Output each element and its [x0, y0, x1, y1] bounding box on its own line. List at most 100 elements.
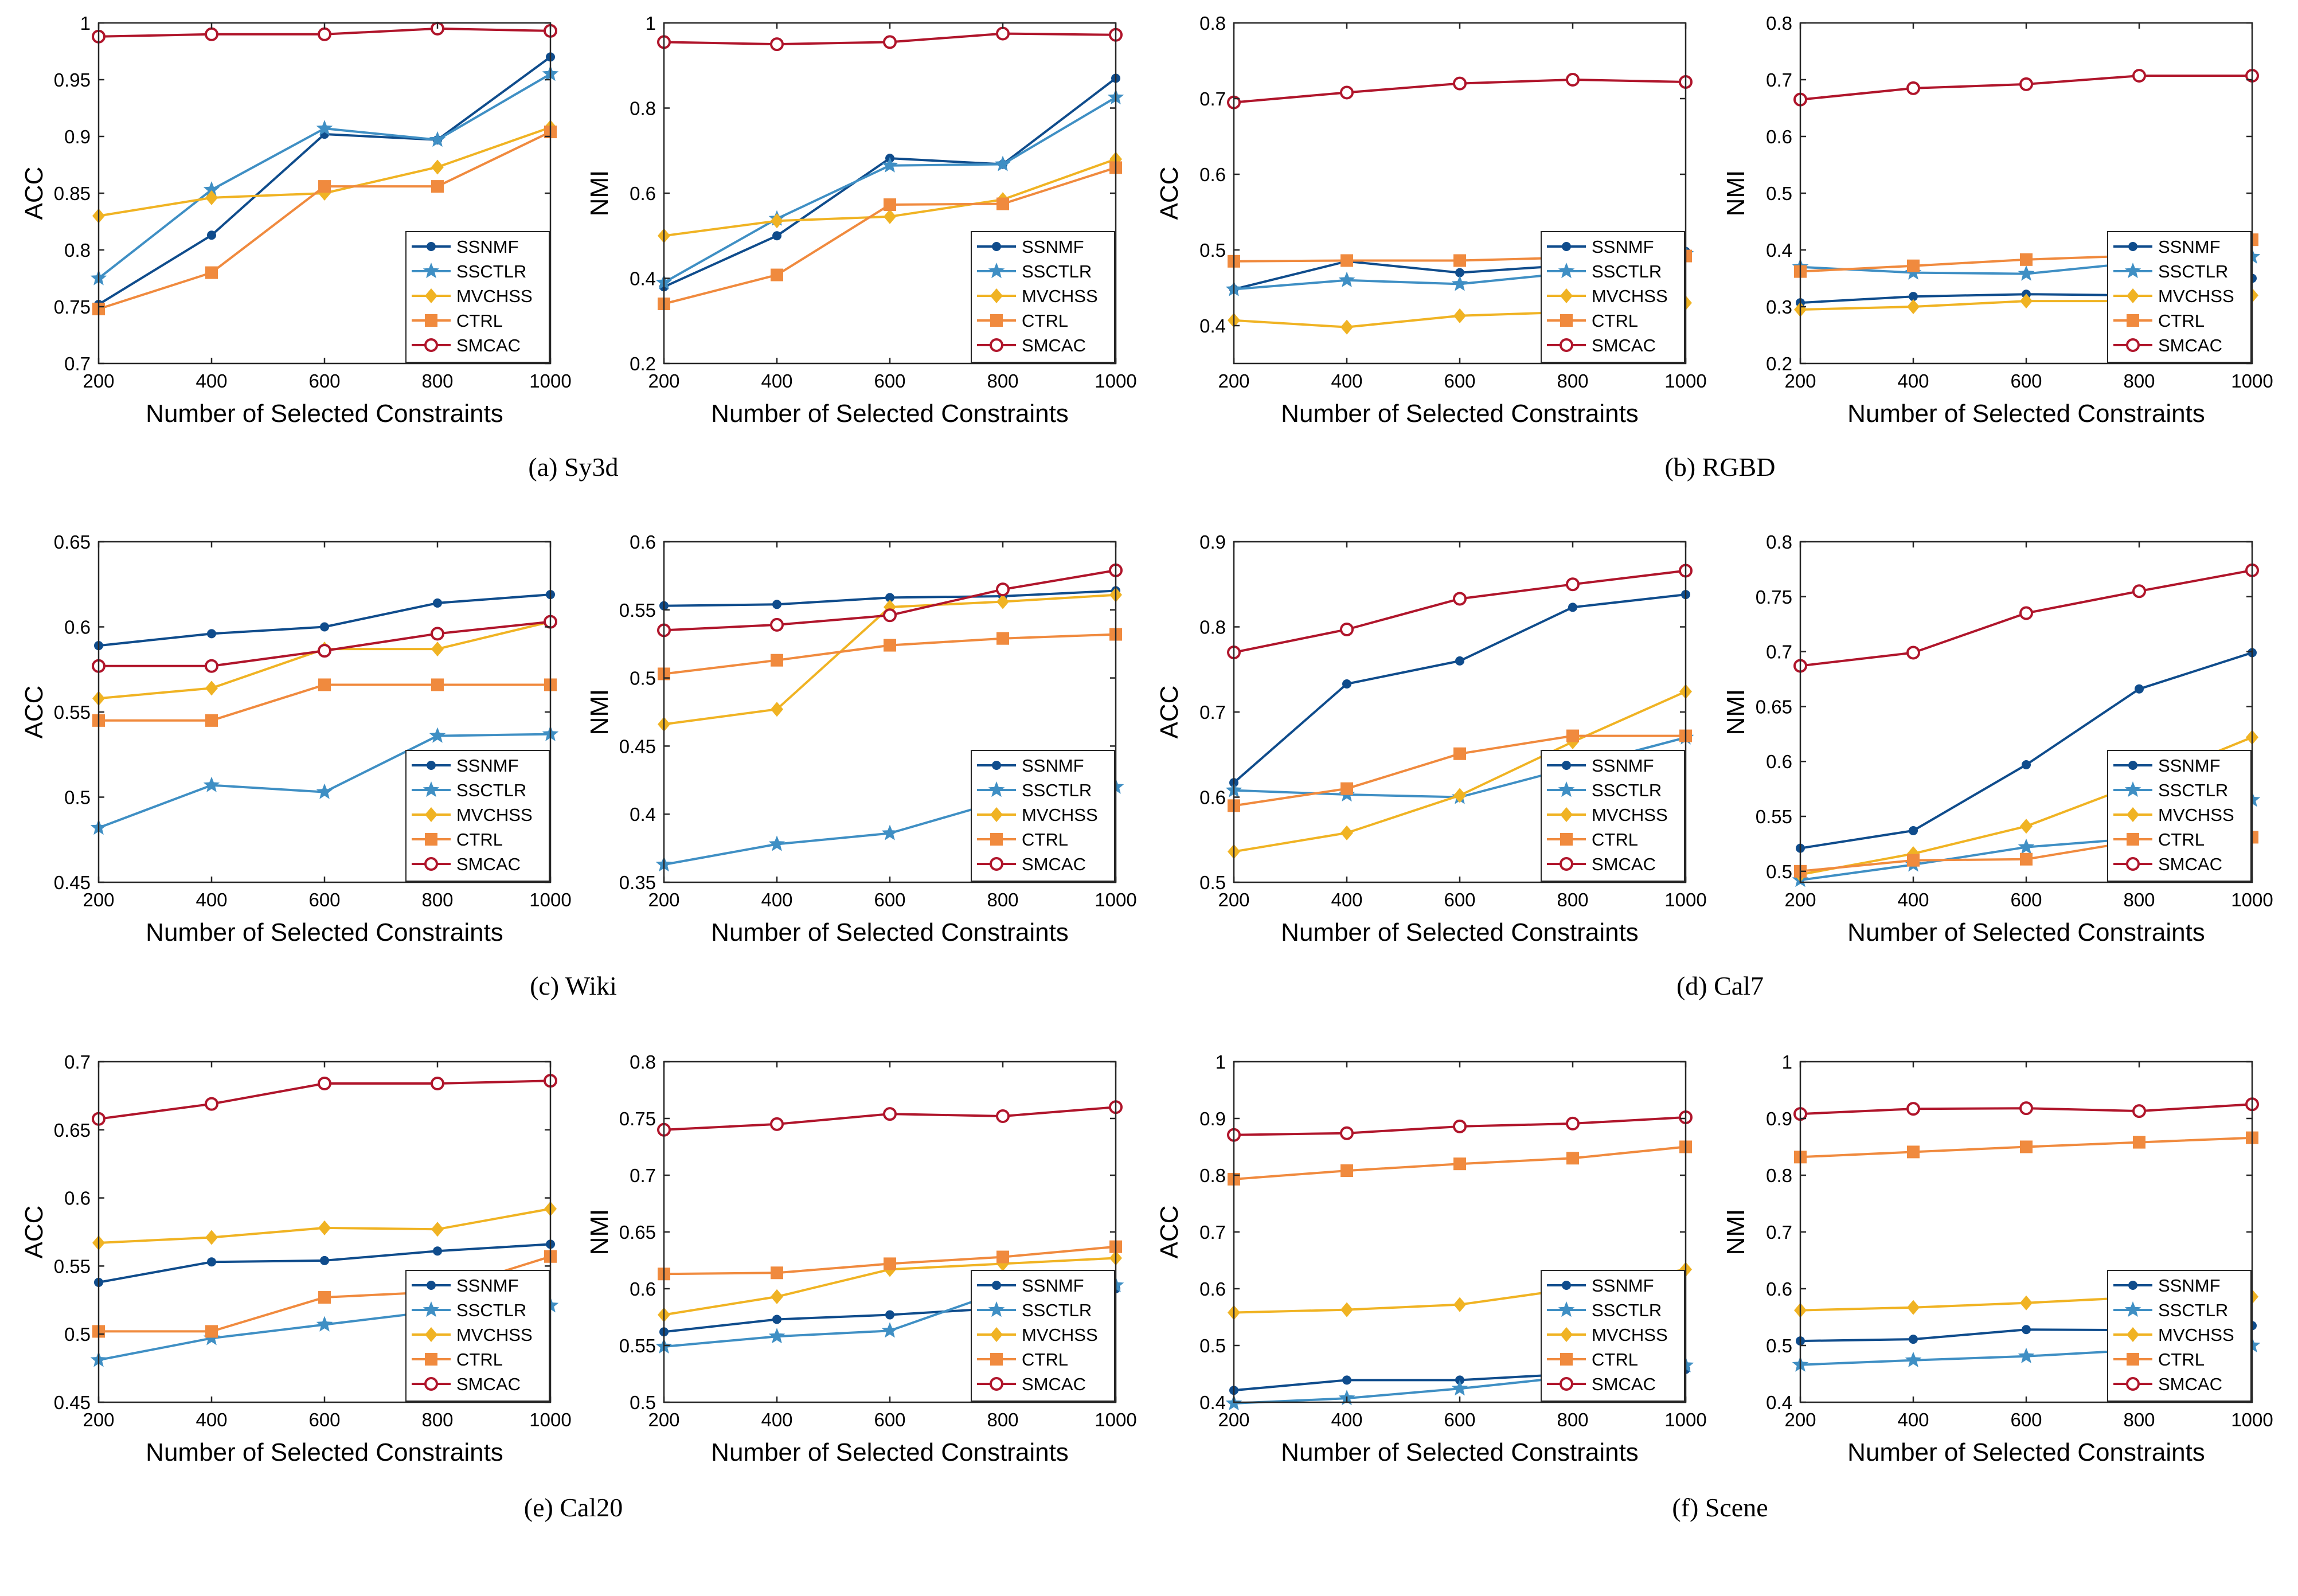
legend-label-mvchss: MVCHSS — [1022, 1325, 1098, 1345]
legend-marker-ssnmf — [1562, 1281, 1571, 1290]
legend-label-ssnmf: SSNMF — [2158, 756, 2221, 776]
data-point-ctrl — [1453, 254, 1466, 267]
y-tick-label: 0.9 — [1766, 1108, 1792, 1129]
data-point-mvchss — [1453, 308, 1466, 323]
legend-label-ssnmf: SSNMF — [456, 237, 519, 257]
y-axis-label: ACC — [1155, 686, 1183, 739]
data-point-mvchss — [205, 1230, 218, 1245]
x-tick-label: 200 — [1784, 889, 1816, 910]
x-tick-label: 800 — [421, 1409, 453, 1430]
y-tick-label: 0.5 — [1199, 1335, 1226, 1356]
x-tick-label: 400 — [1331, 889, 1362, 910]
x-tick-label: 800 — [421, 370, 453, 392]
series-group — [655, 563, 1124, 872]
legend-marker-mvchss — [1560, 288, 1573, 303]
x-tick-label: 600 — [874, 1409, 905, 1430]
x-tick-label: 600 — [308, 1409, 340, 1430]
series-line-mvchss — [98, 126, 551, 217]
data-point-ctrl — [318, 678, 331, 691]
legend-label-mvchss: MVCHSS — [456, 1325, 533, 1345]
legend-label-mvchss: MVCHSS — [1022, 286, 1098, 306]
y-tick-label: 1 — [1216, 1051, 1226, 1073]
legend: SSNMF SSCTLR MVCHSS CTRL SMCAC — [2107, 750, 2252, 882]
data-point-ctrl — [884, 1257, 896, 1270]
legend-marker-mvchss — [425, 1327, 437, 1342]
legend-label-ssctlr: SSCTLR — [2158, 780, 2228, 800]
data-point-smcac — [2019, 1101, 2033, 1116]
data-point-ctrl — [884, 198, 896, 212]
data-point-ctrl — [1566, 1152, 1579, 1165]
legend-label-mvchss: MVCHSS — [1592, 1325, 1668, 1345]
x-tick-label: 200 — [1218, 1409, 1249, 1430]
y-tick-label: 0.8 — [1766, 13, 1792, 34]
data-point-smcac — [318, 27, 331, 41]
data-point-mvchss — [1340, 1302, 1353, 1317]
legend-label-mvchss: MVCHSS — [456, 286, 533, 306]
y-tick-label: 0.5 — [1766, 861, 1792, 882]
legend-marker-mvchss — [1560, 1327, 1573, 1342]
legend-marker-smcac — [1560, 857, 1573, 871]
legend-label-ctrl: CTRL — [1022, 311, 1068, 331]
data-point-ctrl — [771, 654, 783, 667]
y-tick-label: 0.6 — [64, 1188, 91, 1209]
data-point-ctrl — [1907, 1145, 1920, 1159]
legend-marker-smcac — [990, 857, 1003, 871]
legend-marker-ctrl — [990, 314, 1003, 327]
y-tick-label: 1 — [1782, 1051, 1792, 1073]
data-point-mvchss — [771, 213, 783, 229]
legend-label-ctrl: CTRL — [1022, 830, 1068, 850]
data-point-ctrl — [771, 1266, 783, 1280]
data-point-ssctlr — [994, 155, 1011, 171]
x-axis-label: Number of Selected Constraints — [1281, 400, 1639, 428]
y-tick-label: 0.4 — [1766, 1392, 1792, 1413]
legend-label-ctrl: CTRL — [2158, 1349, 2205, 1370]
x-tick-label: 1000 — [529, 370, 571, 392]
data-point-ssctlr — [768, 835, 785, 851]
legend-marker-smcac — [990, 338, 1003, 352]
x-tick-label: 400 — [1331, 370, 1362, 392]
y-axis-label: NMI — [585, 170, 613, 217]
series-line-smcac — [1233, 569, 1686, 654]
legend-label-smcac: SMCAC — [2158, 335, 2222, 355]
data-point-smcac — [318, 1077, 331, 1091]
data-point-mvchss — [996, 594, 1009, 609]
data-point-ssctlr — [2018, 265, 2035, 281]
chart-panel-c-nmi: 200 400 600 800 1000 0.35 0.4 0.45 0.5 0.55 0.6 Num… — [585, 531, 1137, 946]
data-point-ssnmf — [320, 622, 329, 632]
x-tick-label: 1000 — [1664, 889, 1706, 910]
y-tick-label: 0.6 — [1199, 1278, 1226, 1300]
data-point-smcac — [1340, 85, 1354, 100]
legend-label-smcac: SMCAC — [2158, 854, 2222, 874]
x-axis-label: Number of Selected Constraints — [711, 400, 1069, 428]
data-point-smcac — [431, 627, 444, 641]
legend-marker-ssnmf — [2128, 761, 2137, 770]
legend-marker-ctrl — [990, 1353, 1003, 1366]
legend-label-ctrl: CTRL — [456, 1349, 503, 1370]
legend-label-smcac: SMCAC — [456, 335, 521, 355]
legend-marker-ctrl — [2127, 314, 2139, 327]
legend: SSNMF SSCTLR MVCHSS CTRL SMCAC — [971, 750, 1115, 882]
legend-marker-mvchss — [990, 807, 1003, 822]
x-tick-label: 1000 — [2231, 1409, 2273, 1430]
y-tick-label: 0.8 — [630, 1051, 656, 1073]
y-axis-label: NMI — [1722, 1209, 1750, 1255]
data-point-mvchss — [2020, 819, 2033, 834]
legend-label-ssnmf: SSNMF — [1022, 1276, 1084, 1296]
x-tick-label: 200 — [648, 889, 679, 910]
legend-marker-ssctlr — [1558, 263, 1575, 279]
chart-panel-d-acc: 200 400 600 800 1000 0.5 0.6 0.7 0.8 0.9 Number of… — [1155, 531, 1707, 946]
data-point-mvchss — [1907, 299, 1920, 314]
data-point-ssnmf — [1909, 1335, 1918, 1344]
legend-label-ctrl: CTRL — [2158, 830, 2205, 850]
data-point-ctrl — [205, 714, 218, 727]
data-point-ctrl — [996, 1250, 1009, 1264]
legend-marker-mvchss — [990, 1327, 1003, 1342]
chart-panel-f-acc: 200 400 600 800 1000 0.4 0.5 0.6 0.7 0.8 0.9 1 Numbe… — [1155, 1051, 1707, 1466]
data-point-ctrl — [1340, 254, 1353, 267]
legend-label-ssnmf: SSNMF — [456, 1276, 519, 1296]
legend: SSNMF SSCTLR MVCHSS CTRL SMCAC — [405, 231, 550, 363]
y-tick-label: 0.2 — [1766, 353, 1792, 374]
y-tick-label: 0.8 — [1199, 13, 1226, 34]
data-point-ssnmf — [2022, 760, 2031, 769]
data-point-smcac — [205, 659, 218, 673]
